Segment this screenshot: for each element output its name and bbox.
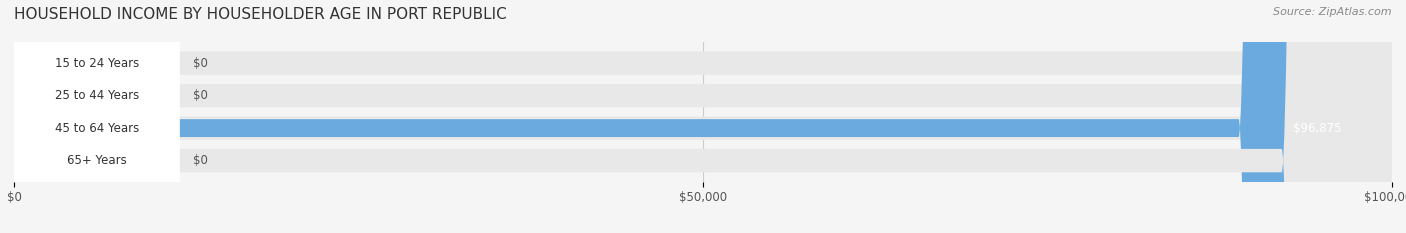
- FancyBboxPatch shape: [14, 0, 1392, 233]
- Text: $96,875: $96,875: [1294, 122, 1341, 135]
- FancyBboxPatch shape: [14, 0, 180, 233]
- Text: 65+ Years: 65+ Years: [67, 154, 127, 167]
- Text: Source: ZipAtlas.com: Source: ZipAtlas.com: [1274, 7, 1392, 17]
- Text: 45 to 64 Years: 45 to 64 Years: [55, 122, 139, 135]
- FancyBboxPatch shape: [14, 0, 1392, 233]
- Text: 15 to 24 Years: 15 to 24 Years: [55, 57, 139, 70]
- FancyBboxPatch shape: [14, 0, 180, 233]
- FancyBboxPatch shape: [14, 0, 180, 233]
- Text: 25 to 44 Years: 25 to 44 Years: [55, 89, 139, 102]
- FancyBboxPatch shape: [14, 0, 1392, 233]
- FancyBboxPatch shape: [14, 0, 1392, 233]
- Text: $0: $0: [193, 57, 208, 70]
- Text: HOUSEHOLD INCOME BY HOUSEHOLDER AGE IN PORT REPUBLIC: HOUSEHOLD INCOME BY HOUSEHOLDER AGE IN P…: [14, 7, 506, 22]
- FancyBboxPatch shape: [14, 0, 180, 233]
- Text: $0: $0: [193, 89, 208, 102]
- FancyBboxPatch shape: [14, 0, 1348, 233]
- Text: $0: $0: [193, 154, 208, 167]
